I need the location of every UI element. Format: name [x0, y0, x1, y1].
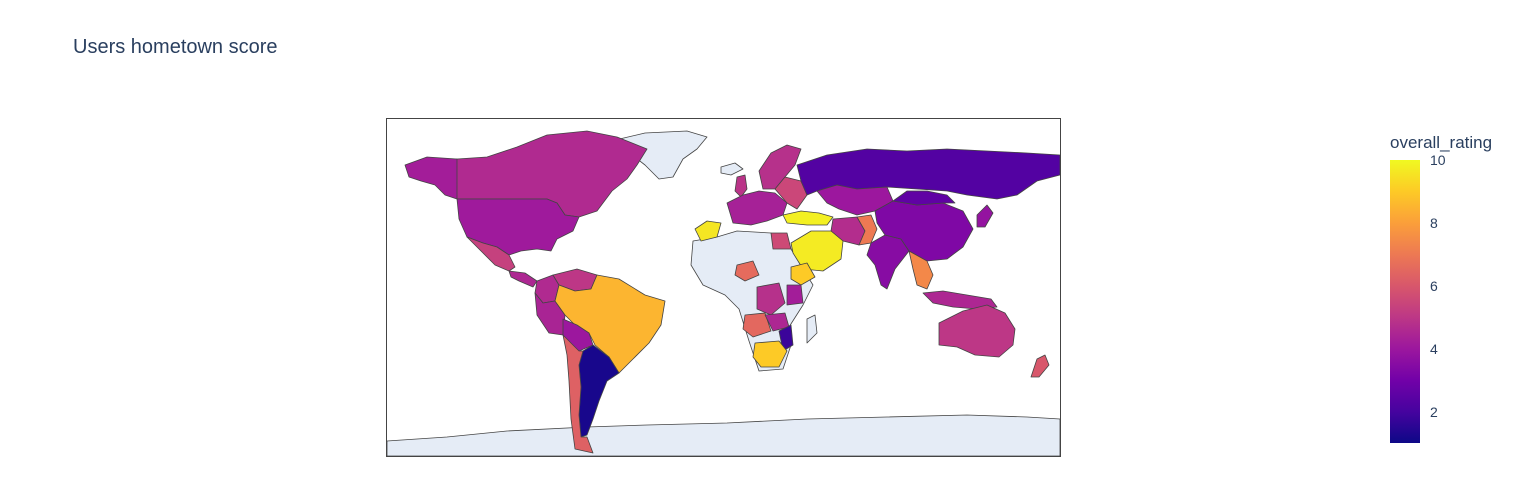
- region-ethiopia[interactable]: [790, 262, 816, 286]
- region-saudi-arabia[interactable]: [790, 230, 844, 272]
- region-brazil[interactable]: [554, 274, 666, 374]
- colorbar-tick: 10: [1430, 152, 1446, 168]
- region-united-kingdom[interactable]: [734, 174, 748, 198]
- region-new-zealand[interactable]: [1030, 354, 1050, 378]
- world-map[interactable]: [387, 119, 1060, 456]
- region-iceland[interactable]: [720, 162, 744, 176]
- region-dr-congo[interactable]: [756, 282, 786, 316]
- region-central-america[interactable]: [508, 270, 538, 288]
- region-scandinavia[interactable]: [758, 144, 802, 190]
- region-india[interactable]: [866, 234, 910, 290]
- map-frame[interactable]: [386, 118, 1061, 457]
- chart-title: Users hometown score: [73, 36, 278, 58]
- colorbar-gradient: [1390, 160, 1420, 443]
- region-turkey[interactable]: [782, 210, 834, 226]
- colorbar-title: overall_rating: [1390, 133, 1493, 152]
- region-japan[interactable]: [976, 204, 994, 228]
- colorbar-tick: 4: [1430, 340, 1438, 357]
- region-alaska[interactable]: [404, 156, 458, 200]
- colorbar-tick: 6: [1430, 277, 1438, 294]
- region-south-africa[interactable]: [752, 340, 788, 368]
- region-western-europe[interactable]: [726, 190, 788, 226]
- region-southeast-asia[interactable]: [908, 250, 934, 290]
- colorbar: [1390, 160, 1420, 443]
- region-morocco[interactable]: [694, 220, 722, 242]
- region-mexico[interactable]: [466, 236, 516, 272]
- colorbar-tick: 2: [1430, 403, 1438, 420]
- region-egypt[interactable]: [770, 232, 792, 250]
- region-mongolia[interactable]: [892, 190, 956, 206]
- region-nigeria[interactable]: [734, 260, 760, 282]
- region-angola[interactable]: [742, 312, 772, 338]
- region-madagascar[interactable]: [806, 314, 818, 344]
- colorbar-tick: 8: [1430, 214, 1438, 231]
- region-antarctica[interactable]: [387, 414, 1060, 456]
- region-kenya[interactable]: [786, 284, 804, 306]
- region-australia[interactable]: [938, 304, 1016, 358]
- region-chile[interactable]: [562, 334, 594, 454]
- region-indonesia[interactable]: [922, 290, 998, 310]
